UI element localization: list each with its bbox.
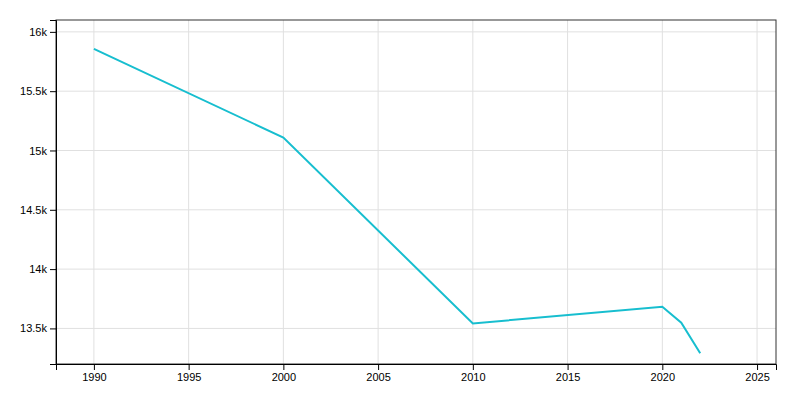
- x-tick-mark: [189, 364, 190, 370]
- x-tick-mark: [662, 364, 663, 370]
- y-tick: 14k: [29, 263, 56, 275]
- x-axis-line: [57, 365, 777, 371]
- grid-line: [56, 328, 776, 329]
- y-tick-mark: [50, 328, 56, 329]
- x-tick-label: 2000: [272, 371, 296, 383]
- grid-line: [662, 20, 663, 364]
- x-tick-label: 2015: [556, 371, 580, 383]
- plot: 1990 1995 2000 2005 2010 2015 2020 2025 13.5k 14k…: [20, 20, 776, 383]
- y-tick-label: 15k: [29, 145, 47, 157]
- grid-line: [56, 31, 776, 32]
- grid-line: [93, 20, 94, 364]
- y-tick-label: 13.5k: [20, 322, 47, 334]
- x-tick-mark: [568, 364, 569, 370]
- x-tick: 1990: [82, 364, 106, 383]
- y-tick-label: 14.5k: [20, 204, 47, 216]
- x-tick-label: 1990: [82, 371, 106, 383]
- grid-line: [56, 209, 776, 210]
- x-tick-mark: [473, 364, 474, 370]
- y-tick: 13.5k: [20, 322, 56, 334]
- x-tick: 2005: [366, 364, 390, 383]
- x-tick-label: 1995: [177, 371, 201, 383]
- y-tick-label: 14k: [29, 263, 47, 275]
- grid-line: [283, 20, 284, 364]
- y-tick-label: 16k: [29, 26, 47, 38]
- x-tick-label: 2005: [366, 371, 390, 383]
- y-tick-mark: [50, 150, 56, 151]
- marks: [94, 49, 700, 353]
- grid-line: [56, 150, 776, 151]
- x-axis: 1990 1995 2000 2005 2010 2015 2020 2025: [57, 364, 777, 383]
- x-tick-mark: [757, 364, 758, 370]
- x-tick: 2025: [745, 364, 769, 383]
- x-tick-label: 2020: [651, 371, 675, 383]
- grid-line: [472, 20, 473, 364]
- grid-line: [56, 91, 776, 92]
- grid-line: [567, 20, 568, 364]
- y-tick-mark: [50, 91, 56, 92]
- plot-frame: [56, 20, 776, 364]
- x-tick-mark: [378, 364, 379, 370]
- y-axis: 13.5k 14k 14.5k 15k 15.5k 16k: [20, 21, 56, 365]
- x-tick-label: 2010: [461, 371, 485, 383]
- grid: [56, 20, 776, 364]
- x-tick: 2020: [651, 364, 675, 383]
- y-tick-label: 15.5k: [20, 85, 47, 97]
- y-tick-mark: [50, 32, 56, 33]
- y-tick: 16k: [29, 26, 56, 38]
- line: [94, 49, 700, 353]
- y-tick: 15k: [29, 145, 56, 157]
- chart: 1990 1995 2000 2005 2010 2015 2020 2025 13.5k 14k…: [0, 0, 800, 400]
- x-tick: 2015: [556, 364, 580, 383]
- x-tick-mark: [283, 364, 284, 370]
- x-tick: 1995: [177, 364, 201, 383]
- y-tick-mark: [50, 269, 56, 270]
- y-tick-mark: [50, 210, 56, 211]
- x-tick-label: 2025: [745, 371, 769, 383]
- grid-line: [188, 20, 189, 364]
- x-tick: 2010: [461, 364, 485, 383]
- y-axis-line: [50, 21, 57, 365]
- x-tick: 2000: [272, 364, 296, 383]
- x-tick-mark: [94, 364, 95, 370]
- y-tick: 15.5k: [20, 85, 56, 97]
- grid-line: [378, 20, 379, 364]
- y-tick: 14.5k: [20, 204, 56, 216]
- grid-line: [757, 20, 758, 364]
